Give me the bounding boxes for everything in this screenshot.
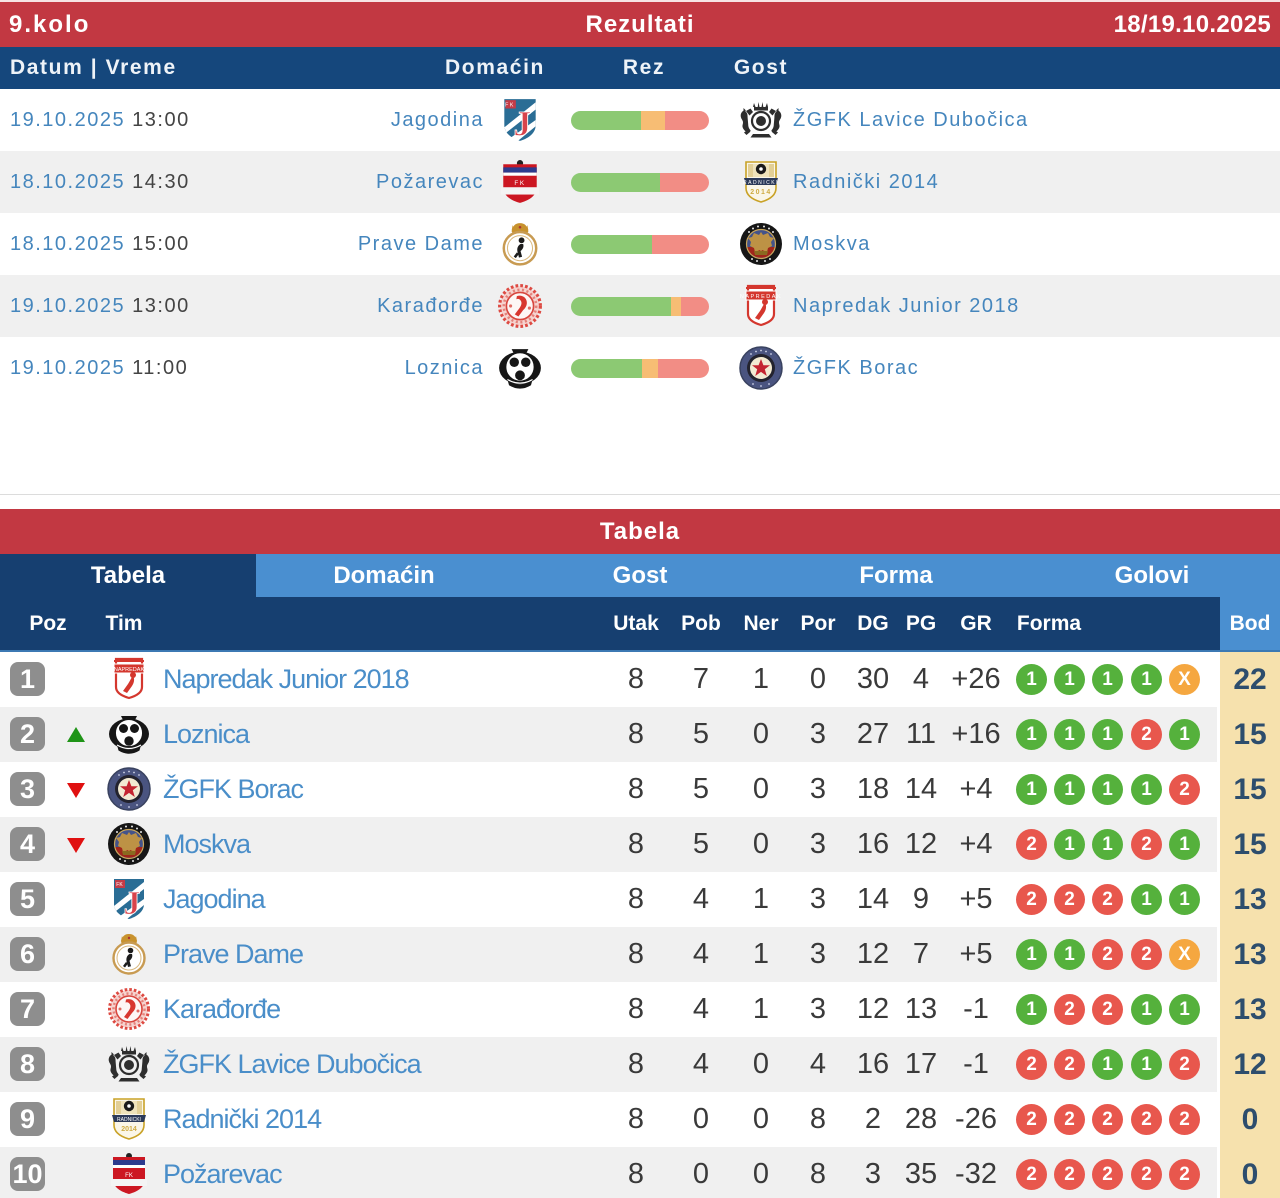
svg-text:2014: 2014 — [121, 1126, 137, 1133]
svg-text:J: J — [513, 104, 532, 143]
svg-text:FK: FK — [116, 882, 123, 888]
svg-text:RADNICKI: RADNICKI — [743, 180, 779, 186]
svg-text:2014: 2014 — [750, 189, 772, 196]
svg-text:FK: FK — [514, 180, 525, 187]
svg-text:FK: FK — [125, 1173, 133, 1179]
svg-text:RADNICKI: RADNICKI — [117, 1117, 141, 1123]
svg-text:FK: FK — [505, 102, 515, 108]
svg-text:NAPREDAK: NAPREDAK — [114, 667, 145, 673]
svg-text:NAPREDAK: NAPREDAK — [740, 294, 782, 300]
svg-text:J: J — [124, 885, 141, 921]
